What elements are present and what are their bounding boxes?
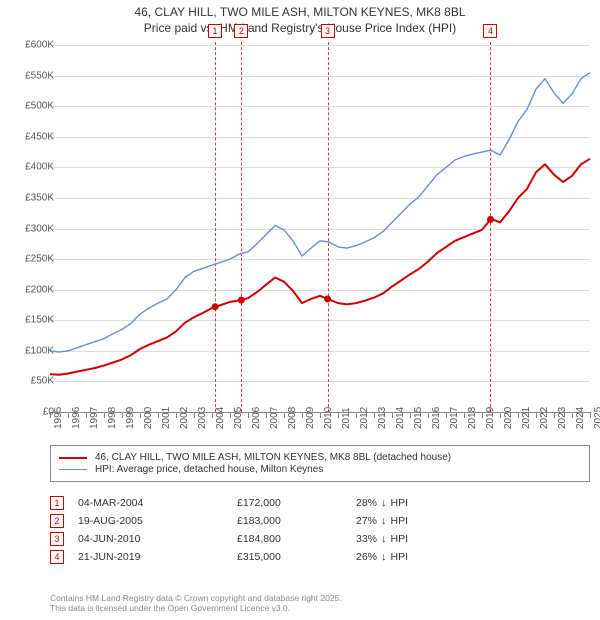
x-tick: [212, 412, 213, 418]
x-tick: [302, 412, 303, 418]
y-tick-label: £450K: [8, 131, 54, 142]
series-price_paid: [50, 159, 590, 375]
x-tick: [356, 412, 357, 418]
sale-marker-number: 1: [208, 24, 222, 38]
y-tick-label: £400K: [8, 162, 54, 173]
x-tick: [446, 412, 447, 418]
legend-swatch-price-paid: [59, 457, 87, 459]
sale-row: 3 04-JUN-2010 £184,800 33% ↓ HPI: [50, 532, 590, 546]
y-tick-label: £50K: [8, 376, 54, 387]
chart-container: 46, CLAY HILL, TWO MILE ASH, MILTON KEYN…: [0, 0, 600, 620]
sale-row-diff: 27% ↓ HPI: [356, 515, 506, 527]
title-subtitle: Price paid vs. HM Land Registry's House …: [0, 20, 600, 36]
sale-row-date: 21-JUN-2019: [78, 551, 223, 563]
x-tick: [122, 412, 123, 418]
x-tick: [410, 412, 411, 418]
x-tick: [68, 412, 69, 418]
x-tick: [428, 412, 429, 418]
x-tick: [392, 412, 393, 418]
sale-dot: [238, 297, 245, 304]
sale-row-price: £184,800: [237, 533, 342, 545]
sale-marker-number: 3: [321, 24, 335, 38]
sale-row: 2 19-AUG-2005 £183,000 27% ↓ HPI: [50, 514, 590, 528]
y-tick-label: £300K: [8, 223, 54, 234]
sale-marker-number: 4: [483, 24, 497, 38]
legend-item-price-paid: 46, CLAY HILL, TWO MILE ASH, MILTON KEYN…: [59, 452, 581, 463]
sale-row-number: 2: [50, 514, 64, 528]
sale-row-number: 3: [50, 532, 64, 546]
x-tick: [338, 412, 339, 418]
sale-row-diff: 26% ↓ HPI: [356, 551, 506, 563]
x-tick: [536, 412, 537, 418]
y-tick-label: £0: [8, 407, 54, 418]
sale-row-date: 19-AUG-2005: [78, 515, 223, 527]
y-tick-label: £500K: [8, 101, 54, 112]
sale-dot: [212, 303, 219, 310]
y-tick-label: £200K: [8, 284, 54, 295]
y-tick-label: £150K: [8, 315, 54, 326]
arrow-down-icon: ↓: [381, 551, 387, 563]
y-tick-label: £100K: [8, 345, 54, 356]
x-tick: [500, 412, 501, 418]
sale-row: 4 21-JUN-2019 £315,000 26% ↓ HPI: [50, 550, 590, 564]
sale-row-number: 4: [50, 550, 64, 564]
arrow-down-icon: ↓: [381, 515, 387, 527]
chart-svg: [50, 42, 590, 412]
footer-attribution: Contains HM Land Registry data © Crown c…: [50, 593, 590, 614]
sale-row-diff: 33% ↓ HPI: [356, 533, 506, 545]
y-tick-label: £600K: [8, 40, 54, 51]
legend-swatch-hpi: [59, 469, 87, 470]
x-tick: [590, 412, 591, 418]
y-tick-label: £350K: [8, 192, 54, 203]
chart-title: 46, CLAY HILL, TWO MILE ASH, MILTON KEYN…: [0, 0, 600, 36]
x-tick: [86, 412, 87, 418]
x-tick: [464, 412, 465, 418]
y-tick-label: £250K: [8, 254, 54, 265]
x-tick: [140, 412, 141, 418]
legend-item-hpi: HPI: Average price, detached house, Milt…: [59, 464, 581, 475]
sale-row: 1 04-MAR-2004 £172,000 28% ↓ HPI: [50, 496, 590, 510]
arrow-down-icon: ↓: [381, 533, 387, 545]
x-tick: [374, 412, 375, 418]
sale-dot: [324, 296, 331, 303]
x-tick: [572, 412, 573, 418]
footer-line1: Contains HM Land Registry data © Crown c…: [50, 593, 590, 604]
x-tick: [518, 412, 519, 418]
sale-row-price: £172,000: [237, 497, 342, 509]
sale-row-diff: 28% ↓ HPI: [356, 497, 506, 509]
footer-line2: This data is licensed under the Open Gov…: [50, 603, 590, 614]
x-tick: [320, 412, 321, 418]
y-tick-label: £550K: [8, 70, 54, 81]
sales-table: 1 04-MAR-2004 £172,000 28% ↓ HPI 2 19-AUG-200…: [50, 492, 590, 568]
x-tick: [158, 412, 159, 418]
sale-row-date: 04-JUN-2010: [78, 533, 223, 545]
legend-label-price-paid: 46, CLAY HILL, TWO MILE ASH, MILTON KEYN…: [95, 452, 451, 463]
plot-area: 1995199619971998199920002001200220032004…: [50, 42, 590, 413]
legend-label-hpi: HPI: Average price, detached house, Milt…: [95, 464, 323, 475]
title-address: 46, CLAY HILL, TWO MILE ASH, MILTON KEYN…: [0, 4, 600, 20]
legend: 46, CLAY HILL, TWO MILE ASH, MILTON KEYN…: [50, 445, 590, 482]
sale-row-price: £315,000: [237, 551, 342, 563]
x-tick: [104, 412, 105, 418]
x-tick: [554, 412, 555, 418]
sale-dot: [487, 216, 494, 223]
sale-row-date: 04-MAR-2004: [78, 497, 223, 509]
x-tick: [194, 412, 195, 418]
x-tick-label: 2025: [593, 407, 600, 429]
sale-marker-number: 2: [234, 24, 248, 38]
x-tick: [482, 412, 483, 418]
x-tick: [284, 412, 285, 418]
x-tick: [230, 412, 231, 418]
arrow-down-icon: ↓: [381, 497, 387, 509]
x-tick: [266, 412, 267, 418]
x-tick: [248, 412, 249, 418]
sale-row-number: 1: [50, 496, 64, 510]
sale-row-price: £183,000: [237, 515, 342, 527]
x-tick: [176, 412, 177, 418]
